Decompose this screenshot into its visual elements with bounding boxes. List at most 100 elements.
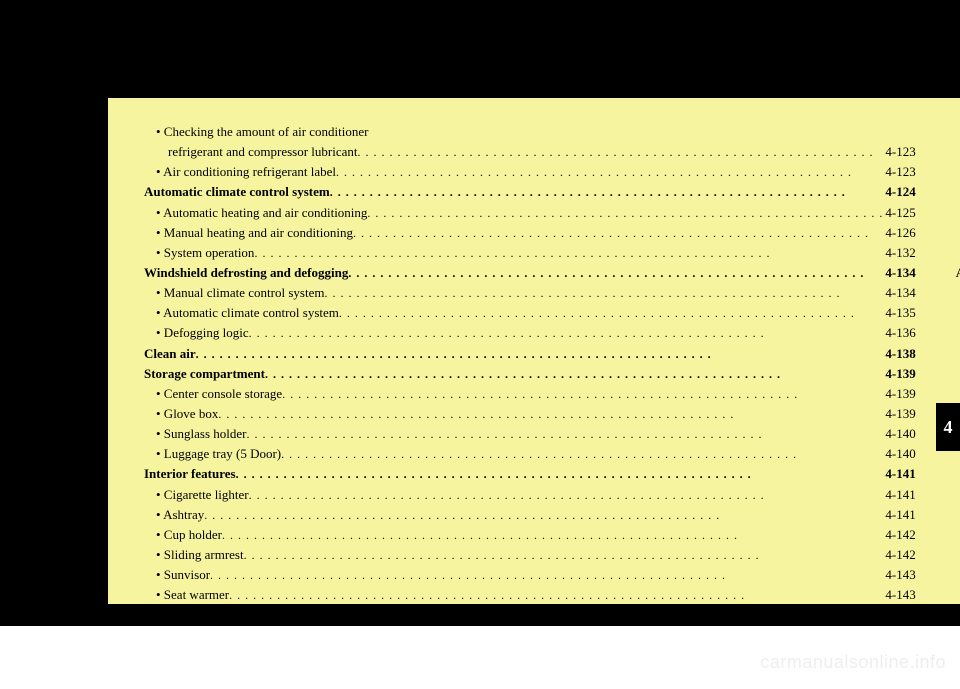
toc-leader-dots	[254, 243, 883, 263]
toc-entry-label: • Ashtray	[156, 505, 204, 525]
toc-row: • Automatic climate control system 4-135	[144, 303, 916, 323]
toc-leader-dots	[236, 464, 884, 484]
toc-row: • Manual climate control system 4-134	[144, 283, 916, 303]
toc-leader-dots	[336, 162, 883, 182]
page-stage: • Checking the amount of air conditioner…	[0, 0, 960, 689]
toc-section-heading: Clean air	[144, 344, 196, 364]
toc-row: • Sliding armrest 4-142	[144, 545, 916, 565]
toc-left-column: • Checking the amount of air conditioner…	[144, 122, 916, 580]
toc-entry-label: refrigerant and compressor lubricant	[168, 142, 358, 162]
toc-page-ref: 4-142	[883, 545, 915, 565]
chapter-tab: 4	[936, 403, 960, 451]
toc-leader-dots	[244, 545, 884, 565]
toc-leader-dots	[249, 323, 884, 343]
toc-row: • Power outlet4-146	[956, 122, 960, 142]
toc-leader-dots	[249, 485, 884, 505]
toc-leader-dots	[229, 585, 883, 605]
toc-row: Interior features 4-141	[144, 464, 916, 484]
toc-row: • Navigation system4-151	[956, 243, 960, 263]
toc-leader-dots	[358, 142, 884, 162]
toc-leader-dots	[218, 404, 883, 424]
toc-entry-label: • Cigarette lighter	[156, 485, 249, 505]
toc-row: • Coat hook4-148	[956, 162, 960, 182]
toc-entry-label: • Glove box	[156, 404, 218, 424]
toc-page-ref: 4-123	[883, 142, 915, 162]
toc-row: Audio system4-152	[956, 263, 960, 283]
toc-row: • Steering wheel audio controls4-153	[956, 303, 960, 323]
header-black-band	[0, 0, 960, 95]
toc-leader-dots	[222, 525, 883, 545]
toc-entry-label: • Luggage tray (5 Door)	[156, 444, 281, 464]
toc-page-ref: 4-138	[883, 344, 915, 364]
toc-row: • Floor mat anchor(s)4-148	[956, 182, 960, 202]
toc-section-heading: Interior features	[144, 464, 236, 484]
toc-page-ref: 4-134	[883, 263, 915, 283]
toc-section-heading: Storage compartment	[144, 364, 265, 384]
toc-row: • Luggage net (Holder)4-149	[956, 203, 960, 223]
toc-page-ref: 4-125	[883, 203, 915, 223]
toc-leader-dots	[330, 182, 884, 202]
toc-leader-dots	[348, 263, 883, 283]
toc-row: • Seat warmer 4-143	[144, 585, 916, 605]
toc-page-ref: 4-139	[883, 364, 915, 384]
footer-white-area: carmanualsonline.info	[0, 626, 960, 689]
toc-row: • Glass antenna4-152	[956, 283, 960, 303]
toc-row: • Center console storage4-139	[144, 384, 916, 404]
toc-leader-dots	[204, 505, 883, 525]
toc-row: • Cup holder 4-142	[144, 525, 916, 545]
toc-row: • Ashtray 4-141	[144, 505, 916, 525]
toc-row: • Manual heating and air conditioning4-1…	[144, 223, 916, 243]
toc-page-ref: 4-135	[883, 303, 915, 323]
toc-entry-label: • Sunglass holder	[156, 424, 247, 444]
toc-row: Storage compartment 4-139	[144, 364, 916, 384]
chapter-number: 4	[944, 417, 953, 438]
toc-entry-label: • Sliding armrest	[156, 545, 244, 565]
toc-page-ref: 4-134	[883, 283, 915, 303]
toc-page-ref: 4-141	[883, 485, 915, 505]
toc-leader-dots	[367, 203, 883, 223]
toc-leader-dots	[281, 444, 883, 464]
toc-leader-dots	[247, 424, 884, 444]
toc-entry-label: • Automatic heating and air conditioning	[156, 203, 367, 223]
bottom-black-band	[0, 604, 960, 626]
watermark-text: carmanualsonline.info	[760, 652, 946, 673]
toc-section-heading: Windshield defrosting and defogging	[144, 263, 348, 283]
toc-row: • AUX, USB and iPod® port4-154	[956, 323, 960, 343]
toc-page-ref: 4-139	[883, 404, 915, 424]
toc-row: refrigerant and compressor lubricant 4-12…	[144, 142, 916, 162]
toc-row: • Luggage tray (5 Door) 4-140	[144, 444, 916, 464]
toc-content-panel: • Checking the amount of air conditioner…	[108, 98, 960, 604]
toc-row: • Checking the amount of air conditioner	[144, 122, 916, 142]
toc-section-heading: Audio system	[956, 263, 960, 283]
toc-row: Automatic climate control system 4-124	[144, 182, 916, 202]
toc-page-ref: 4-142	[883, 525, 915, 545]
toc-page-ref: 4-141	[883, 464, 915, 484]
toc-page-ref: 4-140	[883, 444, 915, 464]
toc-leader-dots	[339, 303, 884, 323]
toc-page-ref: 4-141	[883, 505, 915, 525]
toc-section-heading: Automatic climate control system	[144, 182, 330, 202]
toc-entry-label: • Cup holder	[156, 525, 222, 545]
left-black-sidebar	[0, 0, 108, 604]
toc-page-ref: 4-140	[883, 424, 915, 444]
toc-row: • Cigarette lighter 4-141	[144, 485, 916, 505]
toc-row: • System operation4-132	[144, 243, 916, 263]
toc-row: • Defogging logic 4-136	[144, 323, 916, 343]
toc-entry-label: • Sunvisor	[156, 565, 210, 585]
toc-row: • Covering shelf (5 Door)4-150	[956, 223, 960, 243]
toc-entry-label: • Seat warmer	[156, 585, 229, 605]
toc-entry-label: • Automatic climate control system	[156, 303, 339, 323]
toc-page-ref: 4-124	[883, 182, 915, 202]
toc-entry-label: • Defogging logic	[156, 323, 249, 343]
toc-leader-dots	[282, 384, 883, 404]
toc-entry-label: • Air conditioning refrigerant label	[156, 162, 336, 182]
toc-row: Windshield defrosting and defogging 4-134	[144, 263, 916, 283]
toc-leader-dots	[353, 223, 883, 243]
toc-entry-label: • Manual climate control system	[156, 283, 324, 303]
toc-page-ref: 4-143	[883, 585, 915, 605]
toc-page-ref: 4-136	[883, 323, 915, 343]
toc-columns: • Checking the amount of air conditioner…	[108, 98, 960, 604]
toc-entry-label: • System operation	[156, 243, 254, 263]
toc-entry-label: • Checking the amount of air conditioner	[156, 122, 369, 142]
toc-leader-dots	[265, 364, 883, 384]
